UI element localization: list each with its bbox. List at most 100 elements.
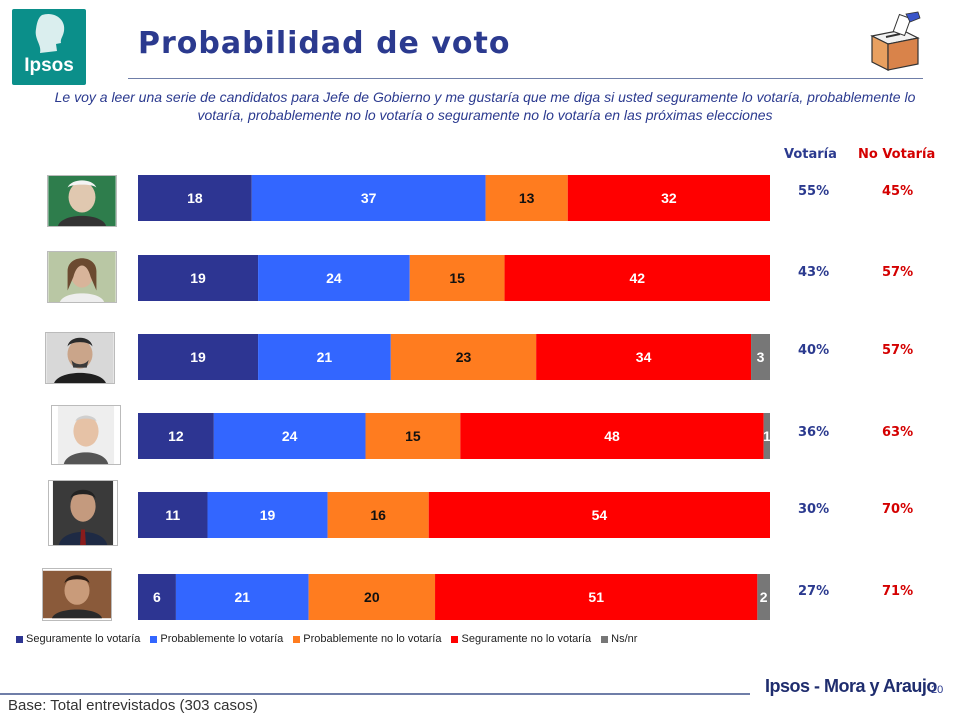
- bar-segment: [138, 574, 176, 620]
- bar-value-label: 16: [370, 507, 386, 523]
- bar-segment: [435, 574, 758, 620]
- votaria-total-2: 43%: [798, 265, 830, 280]
- candidate-photo-3: [45, 332, 115, 384]
- bar-value-label: 19: [190, 270, 206, 286]
- legend-swatch: [16, 635, 23, 643]
- bar-segment: [428, 492, 770, 538]
- bar-segment: [751, 334, 770, 380]
- brand-logo: Ipsos - Mora y Araujo: [765, 676, 937, 696]
- bar-value-label: 11: [165, 507, 180, 523]
- bar-value-label: 15: [405, 428, 421, 444]
- logo-text: Ipsos: [24, 55, 74, 76]
- head-silhouette-icon: [35, 13, 65, 54]
- legend-label: Probablemente no lo votaría: [303, 633, 442, 645]
- bar-value-label: 20: [364, 589, 380, 605]
- bar-value-label: 54: [592, 507, 608, 523]
- header-votaria: Votaría: [784, 147, 837, 162]
- no-votaria-total-5: 70%: [882, 502, 914, 517]
- legend-item: Seguramente no lo votaría: [451, 633, 591, 645]
- bar-value-label: 18: [187, 190, 203, 206]
- bar-segment: [327, 492, 429, 538]
- bar-segment: [138, 255, 259, 301]
- bar-segment: [485, 175, 568, 221]
- bar-segment: [536, 334, 752, 380]
- question-text: Le voy a leer una serie de candidatos pa…: [54, 89, 916, 123]
- bar-segment: [504, 255, 770, 301]
- bar-value-label: 3: [757, 349, 765, 365]
- bar-value-label: 42: [629, 270, 645, 286]
- legend-swatch: [451, 635, 459, 643]
- bar-segment: [390, 334, 537, 380]
- legend-item: Probablemente lo votaría: [150, 633, 283, 645]
- votaria-total-1: 55%: [798, 184, 830, 199]
- bar-value-label: 24: [282, 428, 298, 444]
- bar-segment: [258, 334, 391, 380]
- bar-segment: [138, 334, 259, 380]
- title-divider: [128, 78, 923, 79]
- legend-item: Seguramente lo votaría: [16, 633, 140, 645]
- bar-value-label: 12: [168, 428, 184, 444]
- no-votaria-total-3: 57%: [882, 343, 914, 358]
- legend-label: Seguramente lo votaría: [26, 633, 141, 645]
- bar-value-label: 32: [661, 190, 677, 206]
- bar-segment: [175, 574, 309, 620]
- legend-swatch: [293, 635, 301, 643]
- bar-segment: [213, 413, 366, 459]
- bar-segment: [138, 413, 214, 459]
- bar-segment: [138, 175, 252, 221]
- candidate-photo-2: [47, 251, 117, 303]
- bar-segment: [567, 175, 770, 221]
- page-title: Probabilidad de voto: [138, 26, 511, 61]
- no-votaria-total-1: 45%: [882, 184, 914, 199]
- legend-label: Ns/nr: [611, 633, 638, 645]
- bar-value-label: 23: [456, 349, 472, 365]
- candidate-photo-4: [51, 405, 121, 465]
- bar-value-label: 1: [763, 428, 771, 444]
- votaria-total-6: 27%: [798, 584, 830, 599]
- base-note: Base: Total entrevistados (303 casos): [8, 697, 258, 714]
- candidate-photo-5: [48, 480, 118, 546]
- no-votaria-total-2: 57%: [882, 265, 914, 280]
- legend-swatch: [601, 635, 609, 643]
- footer-divider: [0, 693, 750, 695]
- header-no-votaria: No Votaría: [858, 147, 936, 162]
- no-votaria-total-4: 63%: [882, 425, 914, 440]
- votaria-total-4: 36%: [798, 425, 830, 440]
- bar-segment: [757, 574, 770, 620]
- legend-swatch: [150, 635, 158, 643]
- bar-segment: [409, 255, 505, 301]
- bar-value-label: 15: [449, 270, 465, 286]
- legend-label: Seguramente no lo votaría: [461, 633, 592, 645]
- bar-segment: [251, 175, 486, 221]
- bar-segment: [308, 574, 436, 620]
- bar-segment: [258, 255, 410, 301]
- votaria-total-3: 40%: [798, 343, 830, 358]
- bar-segment: [365, 413, 461, 459]
- bar-value-label: 24: [326, 270, 342, 286]
- bar-value-label: 48: [604, 428, 620, 444]
- bar-segment: [460, 413, 764, 459]
- bar-value-label: 21: [317, 349, 333, 365]
- legend-item: Ns/nr: [601, 633, 637, 645]
- bar-value-label: 13: [519, 190, 535, 206]
- bar-segment: [763, 413, 770, 459]
- candidate-photo-1: [47, 175, 117, 227]
- bar-value-label: 2: [760, 589, 768, 605]
- legend-label: Probablemente lo votaría: [160, 633, 284, 645]
- no-votaria-total-6: 71%: [882, 584, 914, 599]
- ballot-box-icon: [870, 11, 921, 71]
- bar-value-label: 34: [636, 349, 652, 365]
- chart-legend: Seguramente lo votaría Probablemente lo …: [16, 633, 647, 645]
- candidate-photo-6: [42, 568, 112, 621]
- bar-value-label: 19: [260, 507, 276, 523]
- bar-value-label: 37: [361, 190, 377, 206]
- bar-value-label: 51: [588, 589, 604, 605]
- bar-value-label: 6: [153, 589, 161, 605]
- bar-value-label: 19: [190, 349, 206, 365]
- legend-item: Probablemente no lo votaría: [293, 633, 441, 645]
- bar-segment: [207, 492, 328, 538]
- ipsos-logo: Ipsos: [12, 9, 86, 85]
- bar-segment: [138, 492, 208, 538]
- bar-value-label: 21: [234, 589, 250, 605]
